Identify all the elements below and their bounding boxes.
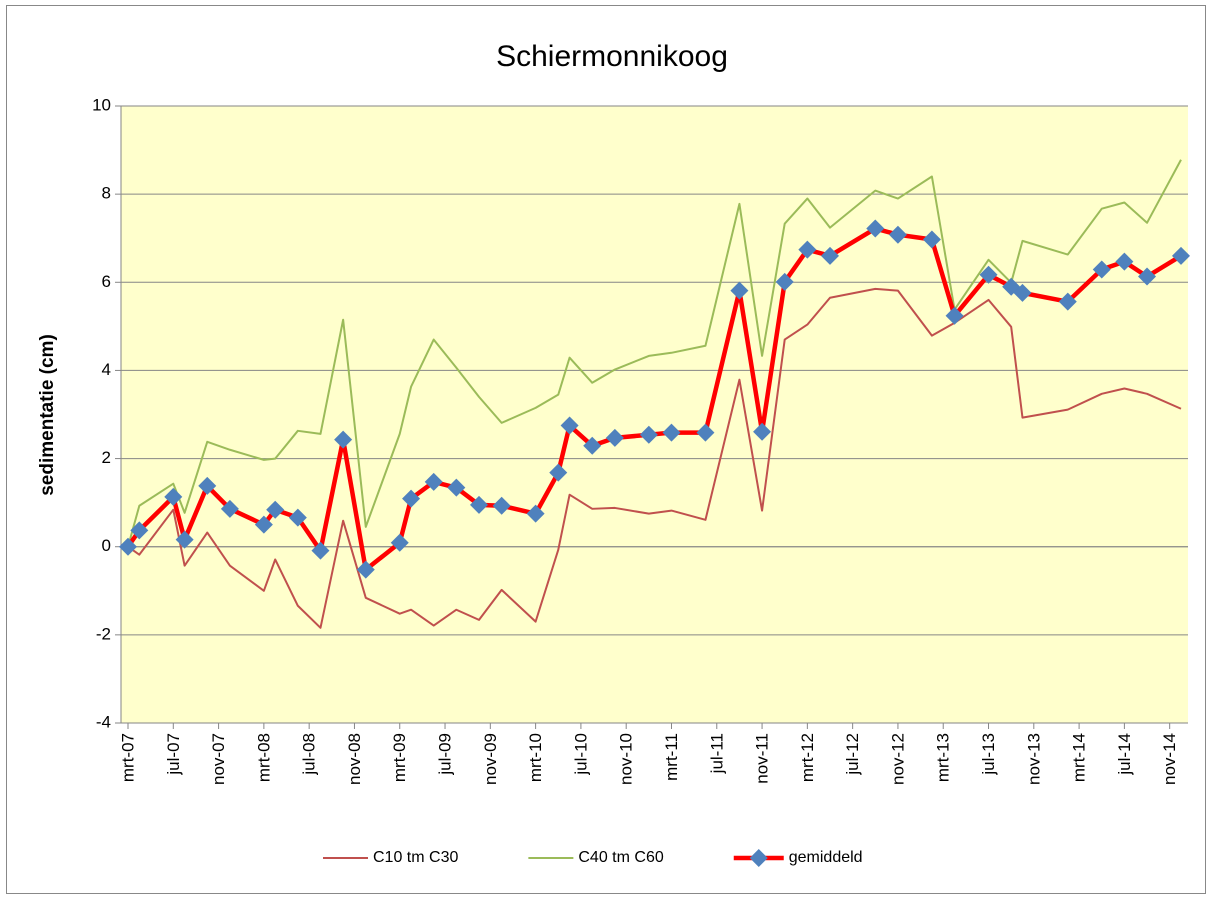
data-point	[753, 422, 772, 441]
y-tick-label: 2	[102, 448, 111, 467]
data-point	[447, 478, 466, 497]
y-tick-label: -2	[96, 624, 111, 643]
data-point	[175, 530, 194, 549]
data-point	[198, 476, 217, 495]
y-tick-label: 0	[102, 536, 111, 555]
data-point	[356, 560, 375, 579]
x-tick-label: nov-13	[1024, 733, 1043, 785]
data-point	[1058, 292, 1077, 311]
data-point	[945, 306, 964, 325]
data-point	[798, 240, 817, 259]
data-point	[1092, 260, 1111, 279]
legend-marker	[749, 849, 768, 867]
data-point	[1138, 267, 1157, 286]
x-tick-label: mrt-09	[390, 733, 409, 782]
x-tick-label: nov-07	[209, 733, 228, 785]
data-point	[424, 472, 443, 491]
x-tick-label: nov-08	[345, 733, 364, 785]
x-tick-label: jul-11	[707, 733, 726, 774]
data-point	[821, 246, 839, 265]
data-point	[583, 436, 602, 455]
data-point	[402, 489, 421, 508]
legend: C10 tm C30 C40 tm C60 gemiddeld	[323, 849, 863, 867]
data-point	[130, 521, 149, 540]
data-point	[119, 537, 137, 556]
data-point	[164, 487, 183, 506]
y-tick-label: 6	[102, 272, 111, 291]
data-point	[492, 496, 511, 515]
data-point	[311, 541, 330, 560]
x-tick-label: mrt-13	[934, 733, 953, 782]
y-axis-label: sedimentatie (cm)	[37, 334, 58, 496]
x-tick-label: jul-09	[436, 733, 455, 776]
legend-label: gemiddeld	[789, 849, 863, 866]
y-tick-label: 8	[102, 184, 111, 203]
data-point	[254, 515, 273, 534]
x-tick-label: nov-12	[888, 733, 907, 785]
chart-title: Schiermonnikoog	[496, 40, 728, 73]
data-point	[888, 225, 907, 244]
x-tick-label: mrt-12	[798, 733, 817, 782]
x-tick-label: mrt-14	[1070, 733, 1089, 782]
y-tick-label: 4	[102, 360, 111, 379]
x-tick-label: nov-11	[753, 733, 772, 784]
x-tick-label: mrt-08	[254, 733, 273, 782]
data-point	[549, 463, 568, 482]
x-tick-label: nov-09	[481, 733, 500, 785]
data-point	[730, 281, 749, 300]
data-point	[1013, 283, 1032, 302]
data-point	[696, 423, 715, 442]
x-tick-label: jul-12	[843, 733, 862, 776]
x-tick-label: mrt-11	[662, 733, 681, 781]
data-point	[470, 495, 488, 514]
y-tick-label: -4	[96, 712, 111, 731]
data-point	[922, 230, 941, 249]
series-line	[127, 287, 1182, 629]
x-tick-label: jul-08	[300, 733, 319, 776]
x-tick-label: nov-14	[1160, 733, 1179, 785]
data-point	[526, 504, 545, 523]
x-tick-label: jul-13	[979, 733, 998, 776]
data-point	[662, 423, 681, 442]
data-point	[1172, 246, 1190, 265]
data-point	[775, 272, 794, 291]
data-point	[560, 416, 579, 435]
plot-area	[121, 106, 1188, 723]
data-point	[220, 499, 239, 518]
data-point	[266, 500, 285, 519]
y-tick-label: 10	[92, 95, 111, 114]
data-point	[390, 533, 409, 552]
x-tick-label: nov-10	[617, 733, 636, 785]
legend-label: C10 tm C30	[373, 849, 458, 866]
data-point	[288, 508, 307, 527]
data-point	[334, 430, 353, 449]
x-tick-label: jul-07	[164, 733, 183, 776]
x-tick-label: jul-10	[571, 733, 590, 776]
x-tick-label: mrt-07	[118, 733, 137, 782]
data-point	[605, 428, 624, 447]
x-tick-label: mrt-10	[526, 733, 545, 782]
data-point	[639, 425, 658, 444]
data-point	[1115, 252, 1134, 271]
series-line	[127, 159, 1182, 547]
legend-label: C40 tm C60	[578, 849, 663, 866]
x-tick-label: jul-14	[1115, 733, 1134, 776]
data-point	[979, 265, 998, 284]
data-point	[866, 219, 885, 238]
